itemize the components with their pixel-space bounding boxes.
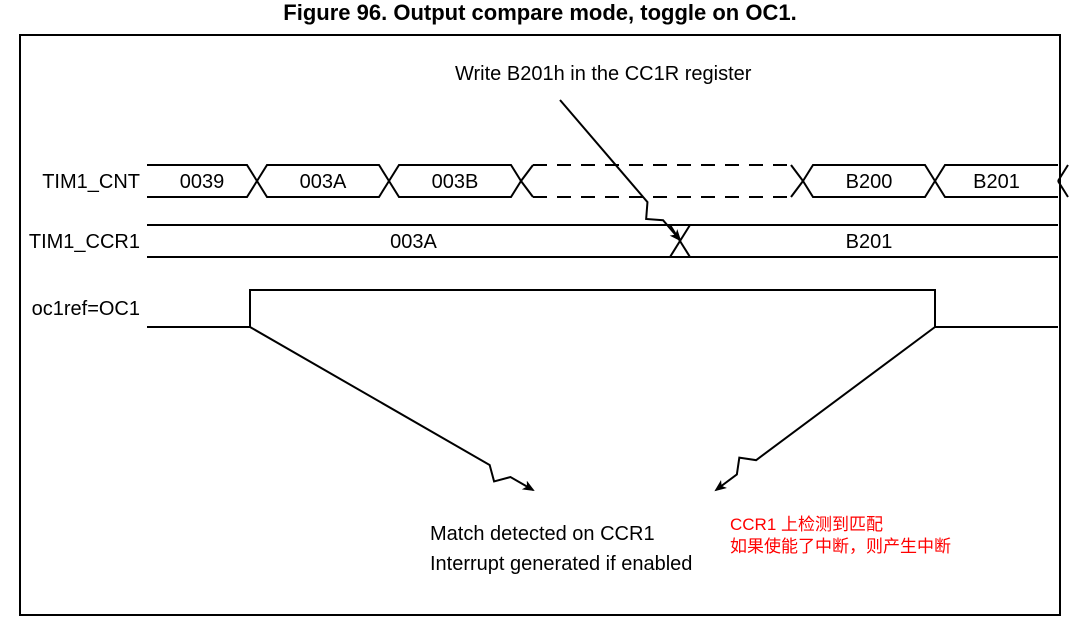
svg-text:0039: 0039 (180, 171, 225, 193)
label-tim1-ccr1: TIM1_CCR1 (29, 231, 140, 253)
arrows (250, 100, 935, 490)
svg-text:003A: 003A (300, 171, 347, 193)
svg-text:B200: B200 (846, 171, 893, 193)
svg-text:B201: B201 (973, 171, 1020, 193)
figure-container: Figure 96. Output compare mode, toggle o… (0, 0, 1080, 623)
tim1-cnt-track: 0039 003A 003B B200 B201 (147, 165, 1068, 197)
tim1-ccr1-track: 003A B201 (147, 225, 1058, 257)
label-oc1ref: oc1ref=OC1 (32, 298, 140, 320)
label-tim1-cnt: TIM1_CNT (42, 171, 140, 193)
write-note-text: Write B201h in the CC1R register (455, 63, 752, 85)
svg-text:003B: 003B (432, 171, 479, 193)
diagram-svg: Write B201h in the CC1R register TIM1_CN… (0, 0, 1080, 623)
oc1ref-waveform (147, 290, 1058, 327)
cn-text-line1: CCR1 上检测到匹配 (730, 515, 883, 534)
figure-title: Figure 96. Output compare mode, toggle o… (0, 0, 1080, 26)
svg-text:003A: 003A (390, 231, 437, 253)
match-text-line1: Match detected on CCR1 (430, 523, 655, 545)
svg-text:B201: B201 (846, 231, 893, 253)
match-text-line2: Interrupt generated if enabled (430, 553, 692, 575)
cn-text-line2: 如果使能了中断，则产生中断 (730, 536, 951, 556)
